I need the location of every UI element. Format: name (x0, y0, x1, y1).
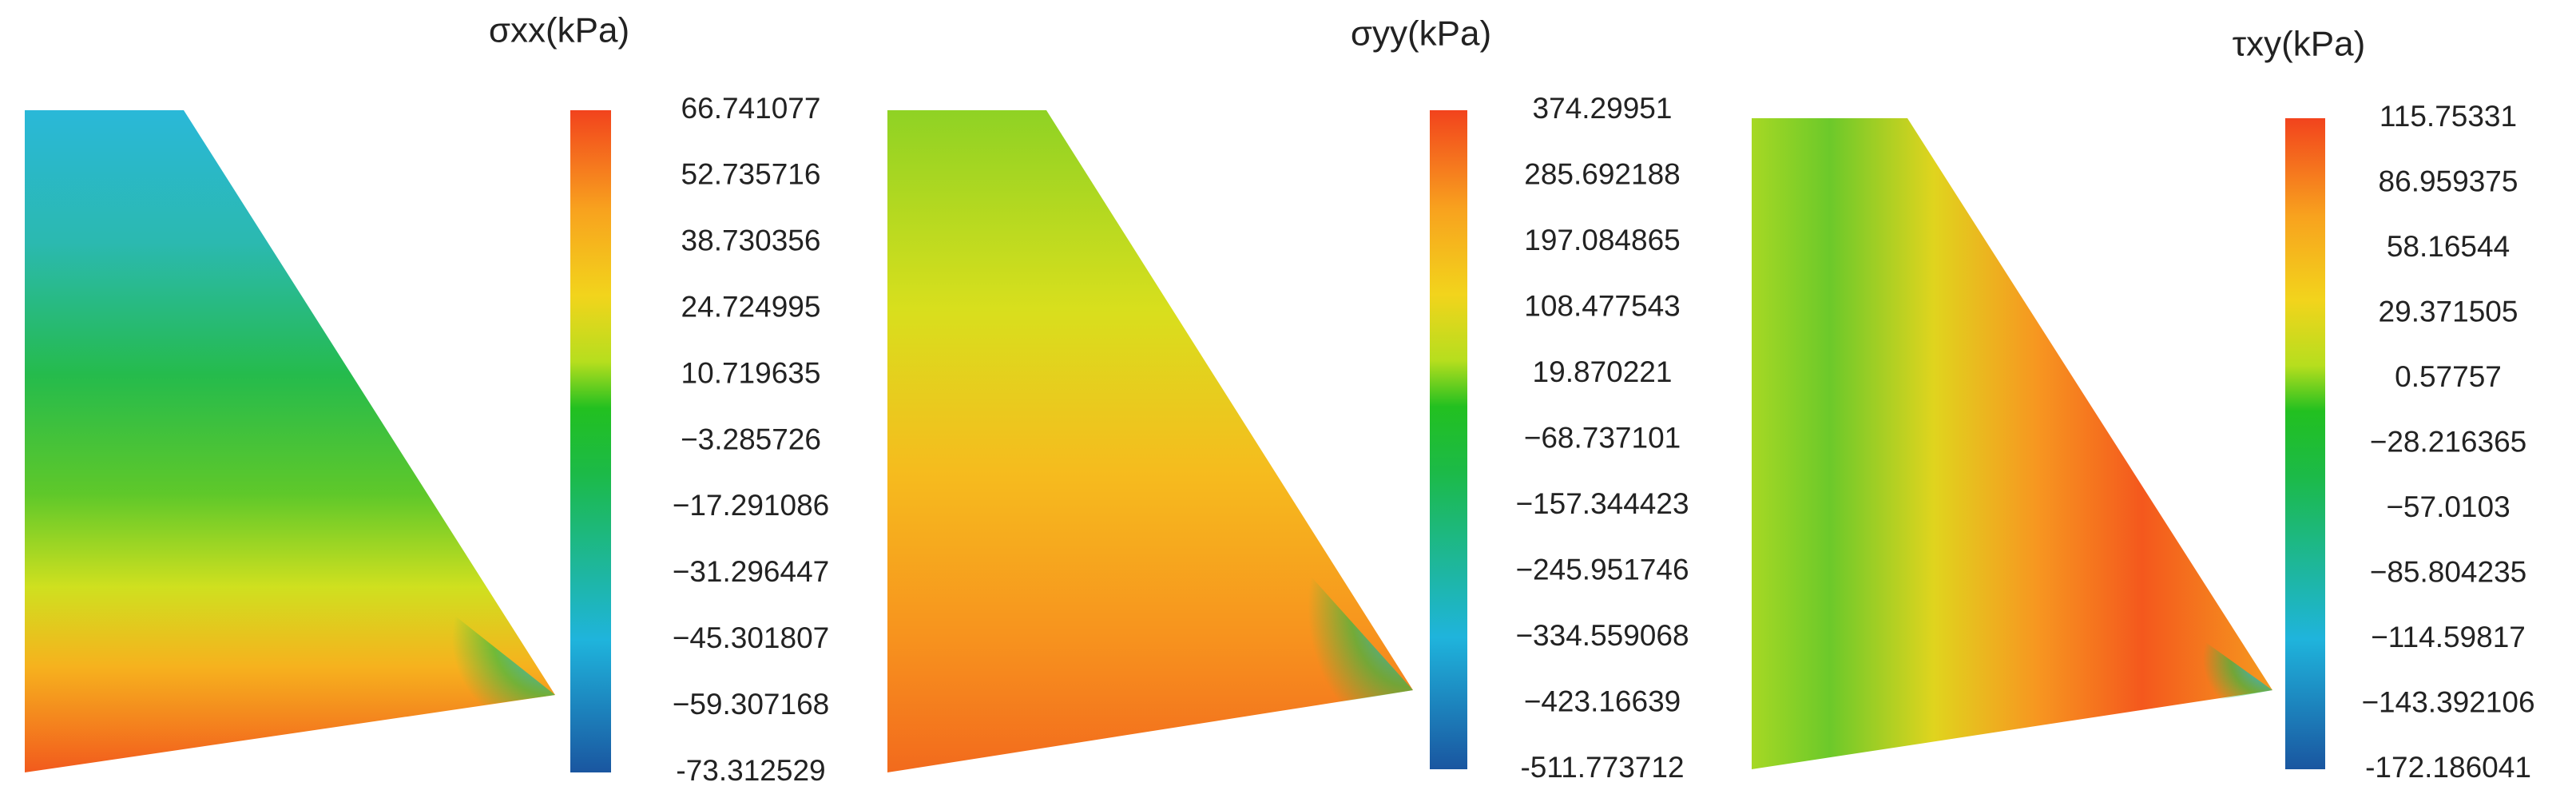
colorbar-tick-label: −143.392106 (2361, 685, 2534, 718)
colorbar-tick-label: 24.724995 (681, 290, 821, 323)
colorbar-tick-label: −85.804235 (2370, 555, 2527, 588)
colorbar-tick-label: −68.737101 (1524, 421, 1681, 454)
field-1 (25, 110, 555, 772)
colorbar-tick-label: −31.296447 (673, 555, 830, 588)
colorbar-tick-label: -511.773712 (1520, 751, 1684, 784)
colorbar-tick-label: −57.0103 (2386, 490, 2510, 523)
colorbar-tick-label: 10.719635 (681, 356, 821, 389)
colorbar-tick-label: 115.75331 (2380, 100, 2517, 133)
colorbar-tick-label: 86.959375 (2379, 165, 2518, 197)
colorbar-tick-label: 58.16544 (2387, 230, 2510, 263)
colorbar-tick-label: 0.57757 (2395, 360, 2502, 393)
colorbar-tick-label: −334.559068 (1515, 619, 1689, 652)
chart-title: τxy(kPa) (2233, 25, 2366, 64)
colorbar (2285, 118, 2325, 769)
colorbar-tick-label: −114.59817 (2371, 621, 2526, 653)
colorbar-tick-label: 38.730356 (681, 224, 821, 257)
field-2 (887, 110, 1413, 772)
colorbar-tick-label: 108.477543 (1524, 289, 1680, 322)
colorbar-tick-label: −3.285726 (681, 423, 821, 455)
chart-title: σxx(kPa) (489, 11, 629, 50)
colorbar-tick-label: −28.216365 (2370, 425, 2527, 458)
colorbar-tick-label: -172.186041 (2365, 751, 2531, 784)
chart-title: σyy(kPa) (1351, 14, 1491, 54)
colorbar-tick-label: 374.29951 (1533, 92, 1673, 125)
colorbar-tick-label: 197.084865 (1524, 224, 1680, 256)
colorbar-tick-label: −157.344423 (1515, 487, 1689, 520)
colorbar (570, 110, 611, 772)
colorbar-tick-label: 29.371505 (2379, 295, 2518, 328)
colorbar-tick-label: −423.16639 (1524, 685, 1681, 717)
colorbar-tick-label: 52.735716 (681, 158, 821, 191)
field-3 (1752, 118, 2272, 769)
colorbar-tick-label: −17.291086 (673, 489, 830, 522)
colorbar-tick-label: 285.692188 (1524, 157, 1680, 190)
colorbar (1430, 110, 1467, 769)
colorbar-tick-label: 19.870221 (1533, 355, 1673, 388)
colorbar-tick-label: −59.307168 (673, 688, 830, 721)
colorbar-tick-label: −245.951746 (1515, 553, 1689, 586)
colorbar-tick-label: -73.312529 (676, 754, 825, 787)
colorbar-tick-label: 66.741077 (681, 92, 821, 125)
colorbar-tick-label: −45.301807 (673, 621, 830, 654)
